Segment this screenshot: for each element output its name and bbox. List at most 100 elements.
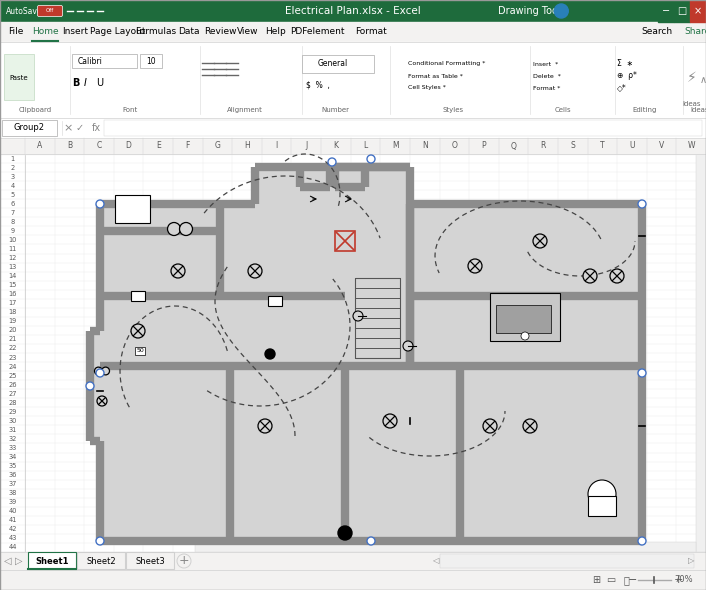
Circle shape [353, 311, 363, 321]
Text: 1: 1 [11, 156, 15, 162]
Text: E: E [156, 142, 160, 150]
Bar [0, 552, 706, 570]
Text: 6: 6 [11, 201, 15, 206]
Bar [140, 54, 162, 68]
Text: General: General [318, 60, 348, 68]
Bar [0, 118, 706, 138]
Text: 3: 3 [11, 173, 15, 179]
Text: 50: 50 [136, 349, 144, 353]
Text: 18: 18 [8, 309, 17, 315]
Circle shape [583, 269, 597, 283]
Text: 10: 10 [146, 57, 156, 65]
Circle shape [131, 324, 145, 338]
Circle shape [403, 341, 413, 351]
Text: 5: 5 [11, 192, 15, 198]
Bar [0, 570, 706, 590]
Text: U: U [629, 142, 635, 150]
Text: Cell Styles *: Cell Styles * [408, 86, 446, 90]
Text: Sheet1: Sheet1 [35, 556, 68, 565]
Text: 44: 44 [8, 545, 17, 550]
Bar [100, 204, 642, 541]
Bar [0, 138, 706, 154]
Text: 13: 13 [8, 264, 17, 270]
Text: Data: Data [178, 28, 200, 37]
Bar [28, 552, 76, 569]
Text: ⬜: ⬜ [623, 575, 629, 585]
Bar [0, 42, 706, 118]
Bar [268, 296, 282, 306]
Text: 27: 27 [8, 391, 17, 396]
Text: AutoSave: AutoSave [6, 6, 42, 15]
Text: ▭: ▭ [606, 575, 616, 585]
Text: Insert: Insert [62, 28, 88, 37]
Text: ∧: ∧ [700, 75, 706, 85]
Circle shape [328, 158, 336, 166]
Text: ✓: ✓ [76, 123, 84, 133]
Text: File: File [8, 28, 23, 37]
Text: M: M [392, 142, 398, 150]
Text: ⊕  ρ*: ⊕ ρ* [617, 71, 637, 80]
Bar [255, 167, 410, 204]
Text: ⚡: ⚡ [687, 71, 697, 85]
Text: H: H [244, 142, 250, 150]
Circle shape [638, 369, 646, 377]
Circle shape [383, 414, 397, 428]
Circle shape [102, 367, 109, 375]
Text: 10: 10 [8, 237, 17, 243]
Text: fx: fx [92, 123, 101, 133]
Circle shape [367, 155, 375, 163]
Text: ⊞: ⊞ [592, 575, 600, 585]
Text: ×: × [64, 123, 73, 133]
Text: 35: 35 [8, 463, 17, 469]
Text: Styles: Styles [443, 107, 464, 113]
Circle shape [521, 332, 529, 340]
Bar [490, 293, 560, 341]
Text: 22: 22 [8, 346, 17, 352]
Text: 38: 38 [8, 490, 17, 496]
Text: Q: Q [510, 142, 517, 150]
Circle shape [177, 554, 191, 568]
Circle shape [588, 480, 616, 508]
Bar [131, 291, 145, 301]
Text: 23: 23 [8, 355, 17, 360]
Text: View: View [237, 28, 258, 37]
Text: 4: 4 [11, 183, 15, 189]
Text: Cells: Cells [555, 107, 571, 113]
Text: ▷: ▷ [688, 556, 694, 565]
Text: Alignment: Alignment [227, 107, 263, 113]
Text: Editing: Editing [633, 107, 657, 113]
Text: Font: Font [122, 107, 138, 113]
Text: 7: 7 [11, 210, 15, 216]
Circle shape [338, 526, 352, 540]
Text: 26: 26 [8, 382, 17, 388]
Text: Number: Number [321, 107, 349, 113]
Text: 24: 24 [8, 363, 17, 369]
Text: +: + [179, 555, 189, 568]
Text: Format as Table *: Format as Table * [408, 74, 463, 78]
Text: 33: 33 [8, 445, 17, 451]
Text: ×: × [694, 6, 702, 16]
Circle shape [523, 419, 537, 433]
Text: I: I [84, 78, 87, 88]
Bar [2, 120, 57, 136]
Text: 43: 43 [8, 536, 17, 542]
Text: B: B [72, 78, 79, 88]
Bar [77, 552, 125, 569]
Text: 39: 39 [8, 499, 17, 505]
Text: 30: 30 [8, 418, 17, 424]
Text: 15: 15 [8, 282, 17, 288]
Bar [104, 120, 702, 136]
Text: −: − [628, 575, 638, 585]
Text: Clipboard: Clipboard [18, 107, 52, 113]
Text: ◇*: ◇* [617, 84, 627, 93]
Bar [115, 195, 150, 223]
Text: 37: 37 [8, 481, 17, 487]
Circle shape [97, 396, 107, 406]
Text: P: P [481, 142, 486, 150]
Text: 41: 41 [8, 517, 17, 523]
Text: T: T [600, 142, 604, 150]
Text: 70%: 70% [675, 575, 693, 585]
Bar [4, 54, 34, 100]
Text: Sheet3: Sheet3 [135, 556, 165, 565]
Text: 14: 14 [8, 273, 17, 279]
